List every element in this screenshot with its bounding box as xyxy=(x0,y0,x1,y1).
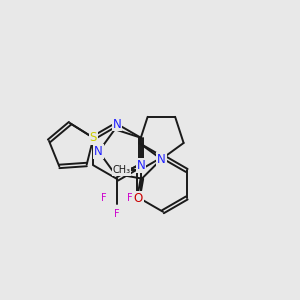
Text: F: F xyxy=(128,193,133,203)
Text: N: N xyxy=(136,159,146,172)
Text: N: N xyxy=(113,118,122,130)
Text: F: F xyxy=(114,209,120,219)
Text: N: N xyxy=(157,153,166,166)
Text: F: F xyxy=(101,193,107,203)
Text: N: N xyxy=(136,159,146,172)
Text: N: N xyxy=(94,145,103,158)
Text: O: O xyxy=(134,192,143,205)
Text: S: S xyxy=(90,131,97,144)
Text: CH₃: CH₃ xyxy=(112,166,130,176)
